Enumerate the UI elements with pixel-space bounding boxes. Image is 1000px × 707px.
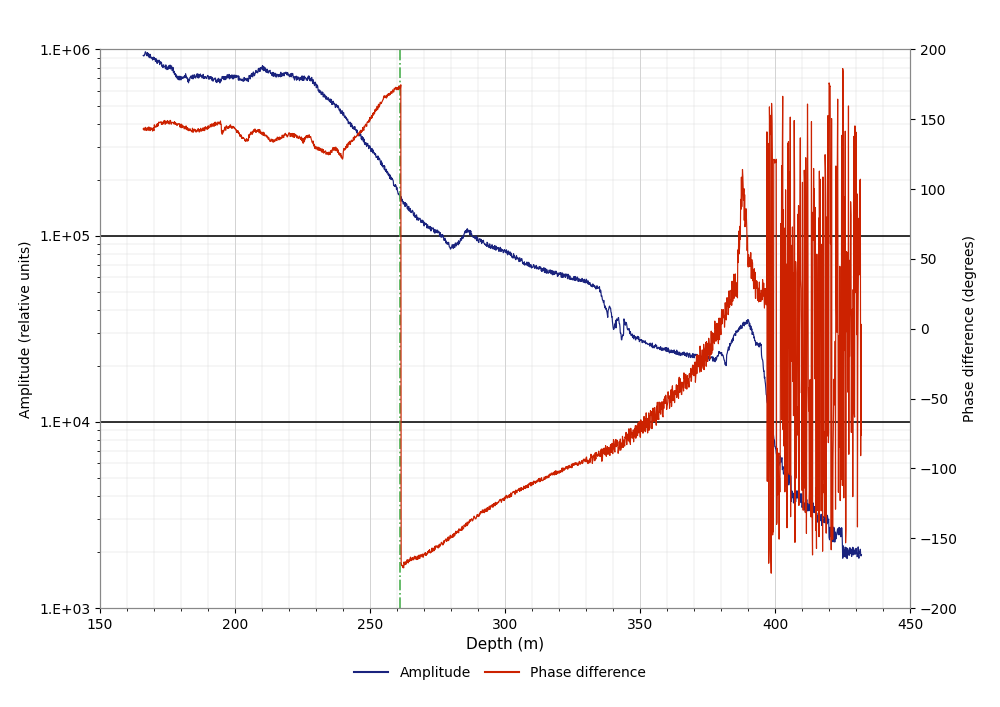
- X-axis label: Depth (m): Depth (m): [466, 637, 544, 653]
- Y-axis label: Phase difference (degrees): Phase difference (degrees): [963, 235, 977, 422]
- Legend: Amplitude, Phase difference: Amplitude, Phase difference: [348, 661, 652, 686]
- Y-axis label: Amplitude (relative units): Amplitude (relative units): [19, 240, 33, 418]
